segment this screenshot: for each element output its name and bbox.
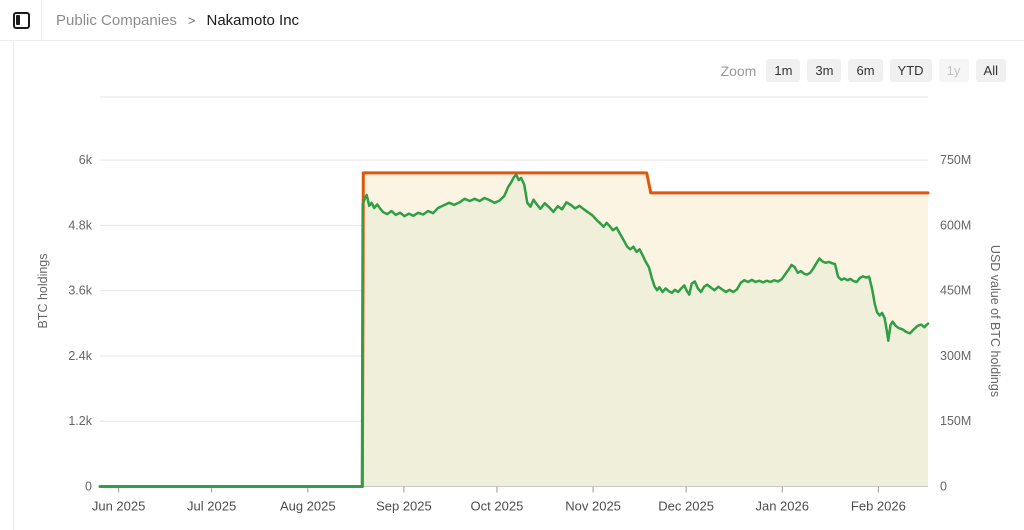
x-tick-label: Feb 2026 (851, 499, 906, 514)
x-tick-label: Jun 2025 (92, 499, 146, 514)
breadcrumb-section[interactable]: Public Companies (56, 11, 177, 29)
y-left-tick-label: 3.6k (68, 284, 92, 298)
app-header: Public Companies > Nakamoto Inc (0, 0, 1024, 41)
y-left-tick-label: 2.4k (68, 349, 92, 363)
y-axis-right-labels: 0 150M 300M 450M 600M 750M (940, 153, 971, 493)
series-lines (98, 171, 930, 488)
breadcrumb-separator-icon: > (187, 12, 196, 28)
y-left-axis-title: BTC holdings (36, 253, 50, 328)
y-axis-left-labels: 0 1.2k 2.4k 3.6k 4.8k 6k (68, 153, 92, 493)
y-left-tick-label: 1.2k (68, 414, 92, 428)
sidebar-panel-icon (12, 11, 30, 29)
y-right-tick-label: 750M (940, 153, 971, 167)
series-areas (100, 172, 928, 487)
plot-area[interactable] (100, 97, 928, 487)
y-right-tick-label: 150M (940, 414, 971, 428)
y-left-tick-label: 4.8k (68, 218, 92, 232)
usd-value-area (100, 174, 928, 487)
y-right-tick-label: 600M (940, 218, 971, 232)
range-button-3m[interactable]: 3m (807, 59, 842, 82)
y-right-tick-label: 300M (940, 349, 971, 363)
range-button-1y: 1y (938, 59, 969, 82)
range-button-ytd[interactable]: YTD (889, 59, 932, 82)
range-button-all[interactable]: All (975, 59, 1006, 82)
x-tick-label: Jul 2025 (187, 499, 236, 514)
x-tick-label: Sep 2025 (376, 499, 432, 514)
y-right-tick-label: 450M (940, 284, 971, 298)
panel-left-border (13, 41, 14, 530)
chart-canvas[interactable]: Jun 2025 Jul 2025 Aug 2025 Sep 2025 Oct 2025… (0, 41, 1024, 530)
y-right-axis-title: USD value of BTC holdings (988, 245, 1002, 397)
axis-titles: BTC holdings USD value of BTC holdings (36, 245, 1002, 397)
y-left-tick-label: 0 (85, 480, 92, 494)
breadcrumb-current: Nakamoto Inc (206, 11, 300, 29)
x-tick-label: Oct 2025 (471, 499, 524, 514)
breadcrumb: Public Companies > Nakamoto Inc (56, 12, 299, 29)
header-divider (41, 0, 42, 41)
y-left-tick-label: 6k (79, 153, 93, 167)
zoom-label: Zoom (720, 62, 757, 79)
x-tick-label: Dec 2025 (658, 499, 714, 514)
x-tick-label: Aug 2025 (280, 499, 336, 514)
x-tick-label: Nov 2025 (565, 499, 621, 514)
usd-value-line (98, 173, 930, 488)
x-axis: Jun 2025 Jul 2025 Aug 2025 Sep 2025 Oct 2025… (92, 486, 928, 514)
sidebar-toggle-button[interactable] (6, 5, 36, 35)
chart-panel: Zoom 1m 3m 6m YTD 1y All Jun 2025 Jul 202… (0, 41, 1024, 530)
range-selector: Zoom 1m 3m 6m YTD 1y All (721, 59, 1006, 82)
range-button-6m[interactable]: 6m (848, 59, 883, 82)
y-right-tick-label: 0 (940, 480, 947, 494)
range-button-1m[interactable]: 1m (766, 59, 801, 82)
x-tick-label: Jan 2026 (755, 499, 809, 514)
